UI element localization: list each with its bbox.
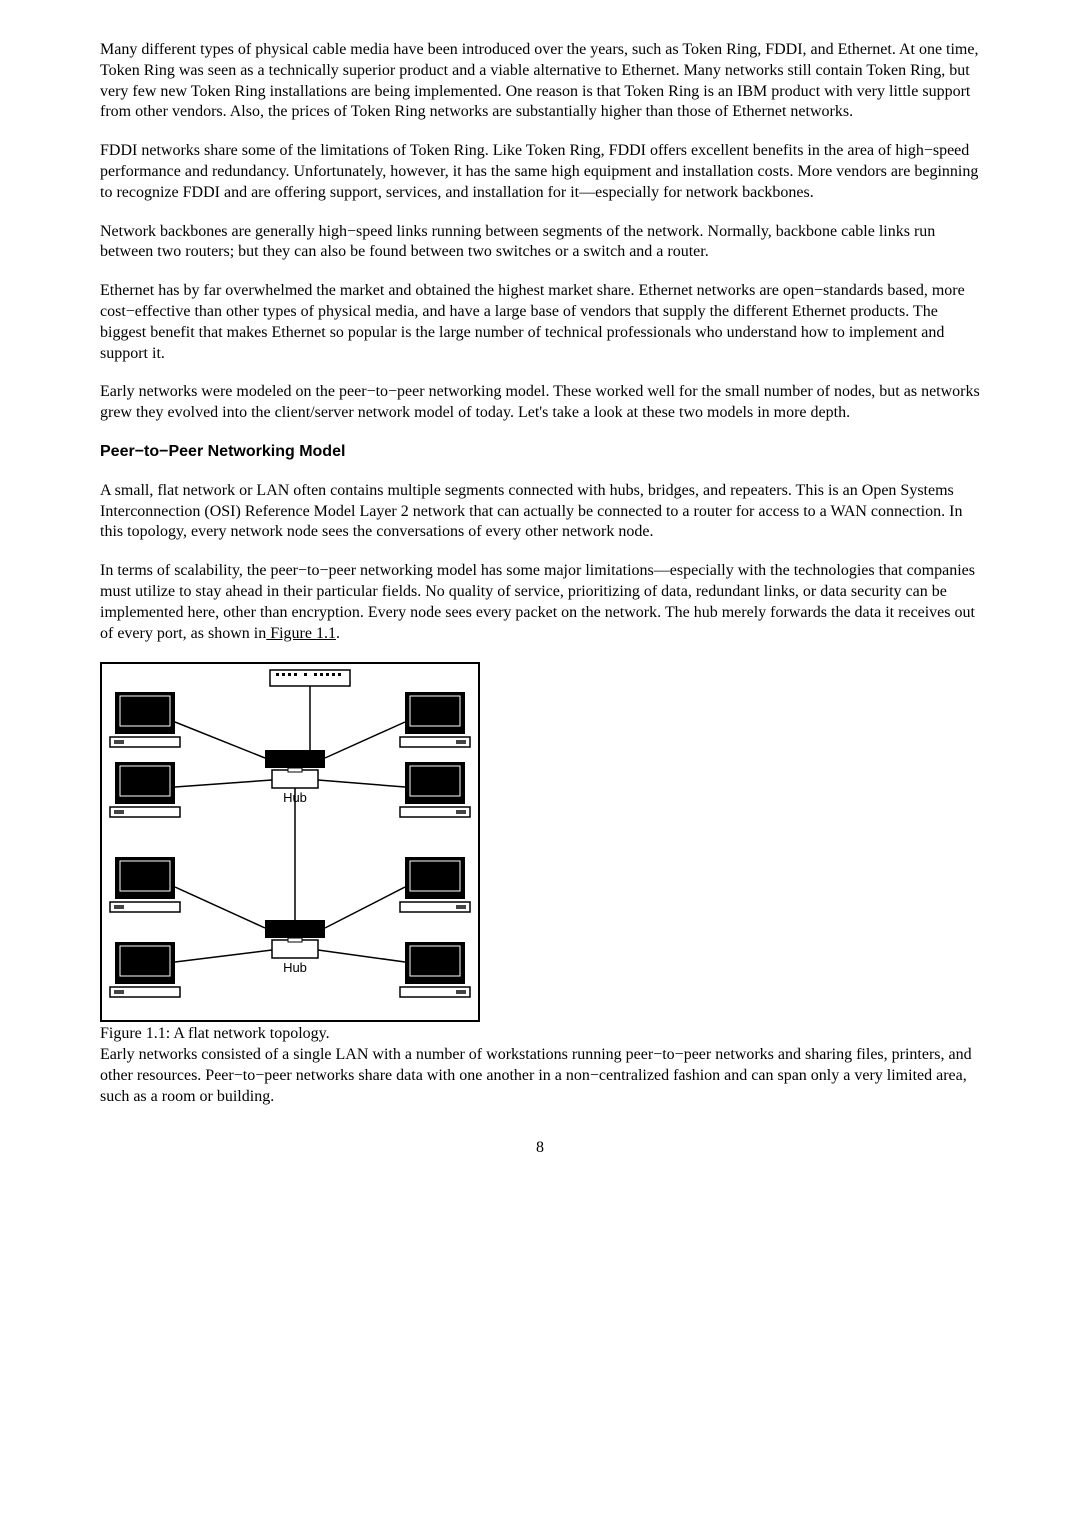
body-paragraph: A small, flat network or LAN often conta… xyxy=(100,481,980,543)
workstation-icon xyxy=(400,762,470,817)
paragraph-text: . xyxy=(336,625,340,642)
workstation-icon xyxy=(400,942,470,997)
figure-1-1: Hub Hub xyxy=(100,662,980,1022)
body-paragraph: Network backbones are generally high−spe… xyxy=(100,222,980,264)
figure-link[interactable]: Figure 1.1 xyxy=(266,625,336,642)
body-paragraph: FDDI networks share some of the limitati… xyxy=(100,141,980,203)
workstation-icon xyxy=(400,857,470,912)
paragraph-text: In terms of scalability, the peer−to−pee… xyxy=(100,562,975,641)
workstation-icon xyxy=(110,942,180,997)
page-number: 8 xyxy=(100,1138,980,1159)
body-paragraph: In terms of scalability, the peer−to−pee… xyxy=(100,561,980,644)
body-paragraph: Early networks consisted of a single LAN… xyxy=(100,1045,980,1107)
workstation-icon xyxy=(110,762,180,817)
printer-icon xyxy=(270,670,350,686)
body-paragraph: Early networks were modeled on the peer−… xyxy=(100,382,980,424)
hub-icon: Hub xyxy=(265,920,325,975)
hub-label: Hub xyxy=(283,960,307,975)
network-topology-diagram: Hub Hub xyxy=(100,662,480,1022)
workstation-icon xyxy=(400,692,470,747)
workstation-icon xyxy=(110,857,180,912)
figure-caption: Figure 1.1: A flat network topology. xyxy=(100,1024,980,1045)
workstation-icon xyxy=(110,692,180,747)
body-paragraph: Many different types of physical cable m… xyxy=(100,40,980,123)
body-paragraph: Ethernet has by far overwhelmed the mark… xyxy=(100,281,980,364)
section-heading: Peer−to−Peer Networking Model xyxy=(100,442,980,463)
